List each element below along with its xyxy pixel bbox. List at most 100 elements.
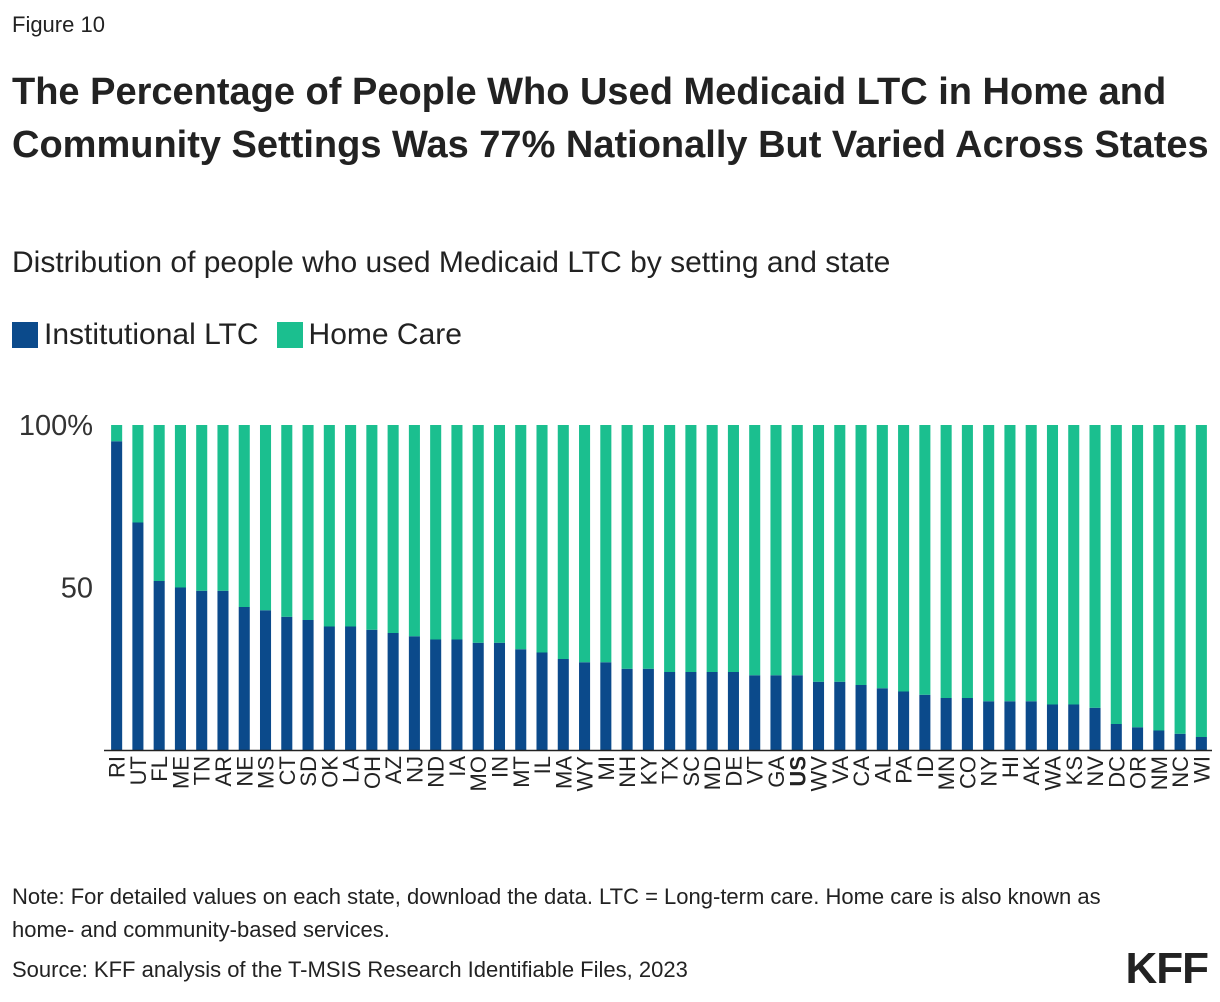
bar-home-care-mo[interactable] [472, 425, 484, 643]
bar-institutional-md[interactable] [706, 672, 718, 750]
bar-home-care-or[interactable] [1132, 425, 1144, 728]
bar-home-care-de[interactable] [727, 425, 739, 672]
bar-institutional-va[interactable] [834, 681, 846, 750]
legend-item-home-care[interactable]: Home Care [276, 318, 462, 352]
bar-home-care-ca[interactable] [855, 425, 867, 685]
bar-home-care-nd[interactable] [430, 425, 442, 640]
bar-home-care-ky[interactable] [642, 425, 654, 669]
bar-institutional-co[interactable] [961, 698, 973, 750]
bar-home-care-ok[interactable] [323, 425, 335, 627]
bar-institutional-pa[interactable] [898, 691, 910, 751]
bar-home-care-me[interactable] [174, 425, 186, 588]
legend-item-institutional[interactable]: Institutional LTC [12, 318, 259, 352]
bar-institutional-vt[interactable] [749, 675, 761, 750]
bar-institutional-me[interactable] [174, 587, 186, 751]
bar-institutional-in[interactable] [493, 642, 506, 750]
bar-institutional-wy[interactable] [579, 662, 591, 750]
bar-home-care-mt[interactable] [515, 425, 527, 650]
bar-home-care-tn[interactable] [196, 425, 208, 591]
bar-home-care-al[interactable] [876, 425, 888, 689]
bar-institutional-sd[interactable] [302, 620, 314, 750]
bar-institutional-ri[interactable] [111, 441, 123, 750]
bar-institutional-ne[interactable] [238, 607, 250, 750]
bar-institutional-il[interactable] [536, 652, 548, 751]
bar-home-care-tx[interactable] [664, 425, 676, 672]
bar-home-care-md[interactable] [706, 425, 718, 672]
bar-home-care-co[interactable] [961, 425, 973, 698]
bar-home-care-nh[interactable] [621, 425, 633, 669]
bar-institutional-nc[interactable] [1174, 733, 1186, 750]
bar-home-care-mi[interactable] [600, 425, 612, 663]
bar-institutional-nm[interactable] [1153, 730, 1165, 751]
bar-home-care-pa[interactable] [898, 425, 910, 692]
bar-institutional-nh[interactable] [621, 668, 633, 750]
bar-home-care-oh[interactable] [366, 425, 378, 630]
bar-home-care-ut[interactable] [132, 425, 144, 523]
bar-home-care-la[interactable] [345, 425, 357, 627]
bar-institutional-ky[interactable] [642, 668, 654, 750]
bar-institutional-ga[interactable] [770, 675, 782, 750]
bar-home-care-il[interactable] [536, 425, 548, 653]
bar-institutional-wa[interactable] [1046, 704, 1059, 751]
bar-institutional-mn[interactable] [940, 698, 952, 750]
bar-home-care-ks[interactable] [1068, 425, 1080, 705]
bar-institutional-wv[interactable] [812, 681, 825, 750]
bar-home-care-mn[interactable] [940, 425, 952, 698]
bar-home-care-wy[interactable] [579, 425, 591, 663]
bar-institutional-de[interactable] [727, 672, 739, 750]
bar-institutional-la[interactable] [345, 626, 357, 751]
bar-institutional-ar[interactable] [217, 590, 229, 750]
bar-institutional-mo[interactable] [472, 642, 484, 750]
bar-institutional-tx[interactable] [664, 672, 676, 750]
bar-home-care-ar[interactable] [217, 425, 229, 591]
bar-institutional-sc[interactable] [685, 672, 697, 750]
bar-home-care-ma[interactable] [557, 425, 569, 659]
bar-home-care-nc[interactable] [1174, 425, 1186, 734]
bar-institutional-nj[interactable] [408, 636, 420, 750]
bar-home-care-wv[interactable] [812, 425, 825, 682]
bar-institutional-ma[interactable] [557, 659, 569, 750]
bar-institutional-ak[interactable] [1025, 701, 1037, 750]
bar-home-care-ct[interactable] [281, 425, 293, 617]
bar-institutional-ct[interactable] [281, 616, 293, 750]
bar-institutional-id[interactable] [919, 694, 931, 750]
bar-institutional-az[interactable] [387, 633, 399, 750]
bar-home-care-id[interactable] [919, 425, 931, 695]
bar-institutional-mi[interactable] [600, 662, 612, 750]
bar-home-care-nv[interactable] [1089, 425, 1101, 708]
bar-home-care-us[interactable] [791, 425, 803, 676]
bar-home-care-ny[interactable] [983, 425, 995, 702]
bar-institutional-us[interactable] [791, 675, 803, 750]
bar-institutional-ny[interactable] [983, 701, 995, 750]
bar-home-care-ri[interactable] [111, 425, 123, 442]
bar-home-care-dc[interactable] [1110, 425, 1122, 724]
bar-home-care-ms[interactable] [259, 425, 272, 611]
bar-institutional-ok[interactable] [323, 626, 335, 751]
bar-home-care-fl[interactable] [153, 425, 165, 581]
bar-institutional-tn[interactable] [196, 590, 208, 750]
bar-home-care-sc[interactable] [685, 425, 697, 672]
bar-institutional-ut[interactable] [132, 522, 144, 751]
bar-home-care-sd[interactable] [302, 425, 314, 620]
bar-institutional-nv[interactable] [1089, 707, 1101, 750]
bar-home-care-az[interactable] [387, 425, 399, 633]
bar-home-care-nm[interactable] [1153, 425, 1165, 731]
bar-institutional-ms[interactable] [259, 610, 272, 750]
bar-home-care-ia[interactable] [451, 425, 463, 640]
bar-institutional-oh[interactable] [366, 629, 378, 750]
bar-institutional-hi[interactable] [1004, 701, 1016, 750]
bar-institutional-ca[interactable] [855, 685, 867, 750]
bar-institutional-wi[interactable] [1195, 737, 1207, 750]
bar-home-care-vt[interactable] [749, 425, 761, 676]
bar-home-care-ga[interactable] [770, 425, 782, 676]
bar-home-care-nj[interactable] [408, 425, 420, 637]
bar-home-care-hi[interactable] [1004, 425, 1016, 702]
bar-institutional-or[interactable] [1132, 727, 1144, 750]
bar-institutional-fl[interactable] [153, 581, 165, 750]
bar-home-care-wi[interactable] [1195, 425, 1207, 737]
bar-home-care-ak[interactable] [1025, 425, 1037, 702]
bar-institutional-ia[interactable] [451, 639, 463, 751]
bar-institutional-dc[interactable] [1110, 724, 1122, 750]
bar-institutional-al[interactable] [876, 688, 888, 750]
bar-home-care-va[interactable] [834, 425, 846, 682]
